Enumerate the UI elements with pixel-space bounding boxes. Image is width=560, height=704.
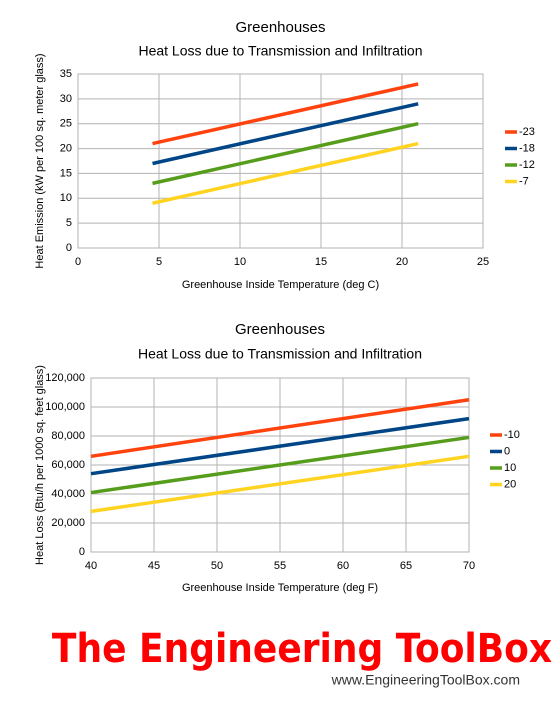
x-tick-label: 15 (315, 256, 327, 268)
x-axis-label: Greenhouse Inside Temperature (deg F) (182, 582, 378, 594)
x-tick-label: 20 (396, 256, 408, 268)
chart-title: Greenhouses (235, 321, 325, 338)
series-line (152, 102, 419, 166)
brand-url: www.EngineeringToolBox.com (331, 672, 520, 688)
brand-logo: The Engineering ToolBox (52, 626, 552, 672)
legend-label: -7 (519, 175, 529, 187)
series-line (90, 398, 470, 459)
x-tick-label: 5 (156, 256, 162, 268)
y-tick-label: 40,000 (51, 488, 85, 500)
x-tick-label: 0 (75, 256, 81, 268)
x-tick-label: 45 (148, 560, 160, 572)
y-axis-label: Heat Emission (kW per 100 sq. meter glas… (34, 53, 46, 268)
x-tick-label: 70 (463, 560, 475, 572)
y-tick-label: 5 (66, 217, 72, 229)
legend-label: -23 (519, 126, 535, 138)
legend-label: -12 (519, 159, 535, 171)
y-tick-label: 35 (60, 68, 72, 80)
chart-title: Greenhouses (235, 19, 325, 36)
y-tick-label: 25 (60, 118, 72, 130)
y-tick-label: 20 (60, 142, 72, 154)
chart-subtitle: Heat Loss due to Transmission and Infilt… (138, 43, 422, 59)
series-line (90, 454, 470, 514)
y-tick-label: 0 (79, 546, 85, 558)
y-tick-label: 120,000 (45, 372, 85, 384)
legend-label: 10 (504, 462, 516, 474)
y-tick-label: 100,000 (45, 401, 85, 413)
series-line (90, 435, 470, 495)
x-tick-label: 65 (400, 560, 412, 572)
y-tick-label: 20,000 (51, 517, 85, 529)
x-tick-label: 50 (211, 560, 223, 572)
x-tick-label: 60 (337, 560, 349, 572)
y-tick-label: 60,000 (51, 459, 85, 471)
legend-label: -18 (519, 142, 535, 154)
series-line (152, 82, 419, 146)
plot-frame (90, 377, 470, 553)
y-tick-label: 15 (60, 167, 72, 179)
x-tick-label: 25 (477, 256, 489, 268)
plot-frame (77, 73, 484, 249)
series-line (152, 141, 419, 205)
y-tick-label: 0 (66, 242, 72, 254)
legend-label: 20 (504, 478, 516, 490)
series-line (152, 122, 419, 186)
y-tick-label: 80,000 (51, 430, 85, 442)
x-tick-label: 10 (234, 256, 246, 268)
legend-label: 0 (504, 445, 510, 457)
x-tick-label: 55 (274, 560, 286, 572)
chart-subtitle: Heat Loss due to Transmission and Infilt… (138, 346, 422, 362)
x-axis-label: Greenhouse Inside Temperature (deg C) (182, 279, 379, 291)
series-line (90, 416, 470, 476)
y-axis-label: Heat Loss (Btu/h per 1000 sq. feet glass… (34, 365, 46, 565)
y-tick-label: 30 (60, 93, 72, 105)
x-tick-label: 40 (85, 560, 97, 572)
legend-label: -10 (504, 429, 520, 441)
y-tick-label: 10 (60, 192, 72, 204)
